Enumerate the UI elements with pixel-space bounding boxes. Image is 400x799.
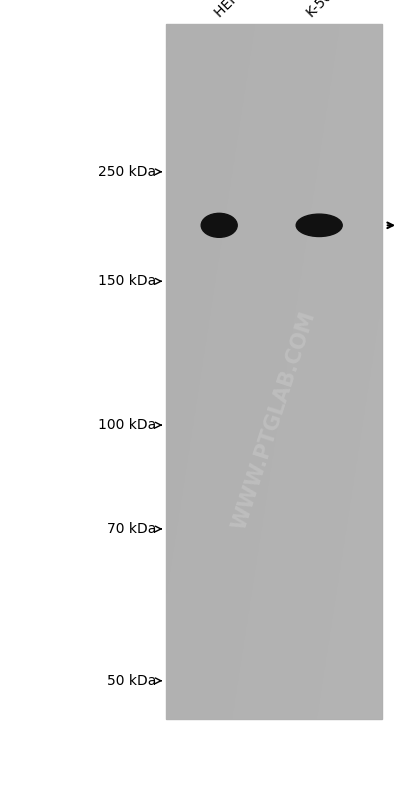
Text: HEK-293T cell: HEK-293T cell bbox=[212, 0, 289, 20]
Text: 70 kDa: 70 kDa bbox=[107, 522, 156, 536]
Ellipse shape bbox=[201, 213, 237, 237]
Text: 250 kDa: 250 kDa bbox=[98, 165, 156, 179]
Text: 150 kDa: 150 kDa bbox=[98, 274, 156, 288]
Text: WWW.PTGLAB.COM: WWW.PTGLAB.COM bbox=[229, 308, 319, 532]
Bar bbox=[166, 24, 382, 719]
Ellipse shape bbox=[296, 214, 342, 237]
Text: K-562 cell: K-562 cell bbox=[304, 0, 361, 20]
Text: 50 kDa: 50 kDa bbox=[107, 674, 156, 688]
Text: 100 kDa: 100 kDa bbox=[98, 418, 156, 432]
